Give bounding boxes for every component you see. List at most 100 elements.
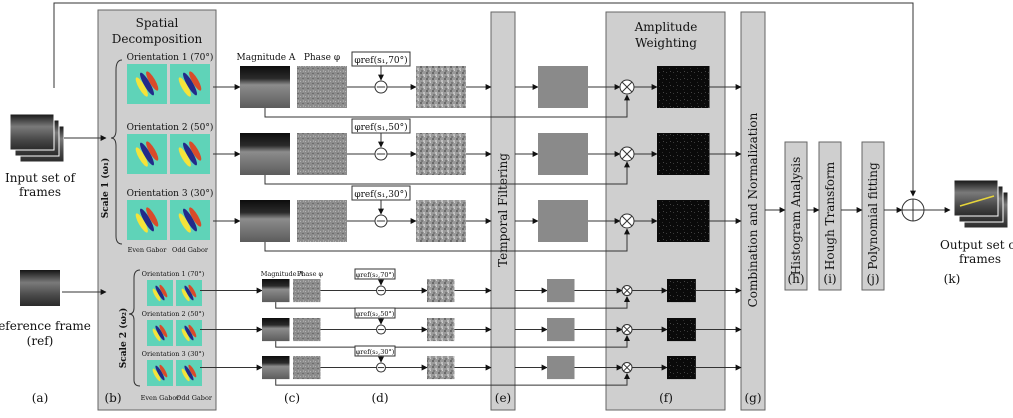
scale2-filters: Orientation 1 (70°) Orientation 2 (50°) …: [141, 270, 213, 402]
even-gabor-filter: [147, 320, 173, 346]
orientation-label: Orientation 2 (50°): [142, 310, 205, 318]
weighted-image: [667, 356, 696, 380]
orientation-label: Orientation 3 (30°): [127, 188, 214, 199]
phase-diff-image: [427, 279, 455, 303]
reference-frame-image: [20, 270, 60, 306]
scale1-rows: φref(s₁,70°) φref(s₁,50°) φref(s₁,30°): [213, 51, 742, 252]
phase-ref-label: φref(s₂,70°): [356, 271, 395, 279]
filtered-image: [547, 279, 575, 303]
output-frames-label: Output set of: [940, 238, 1013, 252]
orientation-label: Orientation 3 (30°): [142, 350, 205, 358]
magnitude-header-scale2: Magnitude A: [261, 270, 304, 278]
filtered-image: [547, 318, 575, 342]
phase-diff-image: [416, 200, 466, 242]
phase-ref-box: [354, 268, 396, 280]
scale1-brace: [110, 59, 123, 245]
scale2-brace: [128, 269, 141, 387]
panel-label-h: (h): [787, 272, 804, 286]
input-frames-label: Input set of: [5, 171, 77, 185]
even-gabor-filter: [147, 280, 173, 306]
filtered-image: [538, 133, 588, 175]
phase-diff-image: [427, 356, 455, 380]
panel-label-a: (a): [32, 391, 49, 405]
spatial-title: Spatial: [136, 16, 179, 30]
amplitude-title-2: Weighting: [635, 36, 697, 50]
phase-ref-label: φref(s₁,50°): [354, 122, 407, 133]
odd-gabor-filter: [170, 64, 210, 104]
phase-diff-image: [416, 133, 466, 175]
panel-label-b: (b): [104, 391, 121, 405]
polynomial-fitting-box: [861, 141, 885, 291]
magnitude-image: [240, 66, 290, 108]
phase-header: Phase φ: [304, 53, 340, 63]
even-gabor-filter: [147, 360, 173, 386]
odd-gabor-label: Odd Gabor: [172, 246, 209, 254]
weighted-image: [657, 66, 710, 108]
magnitude-image: [262, 318, 290, 342]
phase-diff-image: [427, 318, 455, 342]
odd-gabor-label: Odd Gabor: [176, 394, 213, 402]
phase-ref-label: φref(s₂,30°): [356, 348, 395, 356]
phase-image: [297, 66, 347, 108]
processing-row: φref(s₂,30°): [200, 345, 742, 386]
weighted-image: [657, 133, 710, 175]
odd-gabor-filter: [176, 360, 202, 386]
orientation-label: Orientation 2 (50°): [127, 122, 214, 133]
weighted-image: [667, 318, 696, 342]
panel-label-f: (f): [659, 391, 673, 405]
output-frames-image: [953, 179, 1009, 229]
output-frames-label-2: frames: [959, 252, 1001, 266]
panel-label-j: (j): [866, 272, 879, 286]
reference-frame-label: Reference frame: [0, 319, 91, 333]
filtered-image: [547, 356, 575, 380]
magnitude-image: [240, 200, 290, 242]
odd-gabor-filter: [176, 320, 202, 346]
reference-frame-label-2: (ref): [27, 334, 54, 348]
hough-transform-box: [818, 141, 842, 291]
processing-row: φref(s₁,70°): [213, 51, 742, 118]
processing-row: φref(s₂,50°): [200, 307, 742, 348]
hough-label: Hough Transform: [823, 161, 837, 270]
phase-image: [297, 133, 347, 175]
phase-ref-box: [354, 307, 396, 319]
orientation-label: Orientation 1 (70°): [142, 270, 205, 278]
even-gabor-label: Even Gabor: [141, 394, 181, 402]
magnitude-image: [262, 279, 290, 303]
phase-ref-box: [354, 345, 396, 357]
phase-image: [293, 318, 321, 342]
phase-image: [293, 356, 321, 380]
histogram-label: Histogram Analysis: [789, 157, 803, 276]
filtered-image: [538, 200, 588, 242]
processing-row: φref(s₁,30°): [213, 185, 742, 252]
phase-header-scale2: Phase φ: [297, 270, 324, 278]
even-gabor-filter: [127, 134, 167, 174]
panel-label-i: (i): [823, 272, 836, 286]
odd-gabor-filter: [170, 134, 210, 174]
temporal-filtering-panel: [490, 11, 516, 411]
input-frames-image: [9, 113, 65, 163]
amplitude-title: Amplitude: [634, 20, 698, 34]
spatial-title-2: Decomposition: [112, 32, 203, 46]
even-gabor-filter: [127, 200, 167, 240]
magnitude-image: [262, 356, 290, 380]
scale2-rows: φref(s₂,70°) φref(s₂,50°) φref(s₂,30°): [200, 268, 742, 386]
odd-gabor-filter: [170, 200, 210, 240]
scale1-filters: Orientation 1 (70°) Orientation 2 (50°) …: [127, 52, 214, 254]
sum-node: [901, 198, 925, 222]
phase-image: [297, 200, 347, 242]
magnitude-image: [240, 133, 290, 175]
phase-ref-label: φref(s₂,50°): [356, 310, 395, 318]
combination-normalization-panel: [740, 11, 766, 411]
phase-image: [293, 279, 321, 303]
phase-diff-image: [416, 66, 466, 108]
processing-row: φref(s₁,50°): [213, 118, 742, 185]
temporal-filtering-label: Temporal Filtering: [496, 153, 510, 267]
phase-ref-label: φref(s₁,30°): [354, 189, 407, 200]
even-gabor-label: Even Gabor: [128, 246, 168, 254]
processing-row: φref(s₂,70°): [200, 268, 742, 309]
weighted-image: [657, 200, 710, 242]
phase-ref-label: φref(s₁,70°): [354, 55, 407, 66]
scale1-label: Scale 1 (ω₁): [100, 158, 111, 219]
scale2-label: Scale 2 (ω₂): [118, 308, 129, 369]
